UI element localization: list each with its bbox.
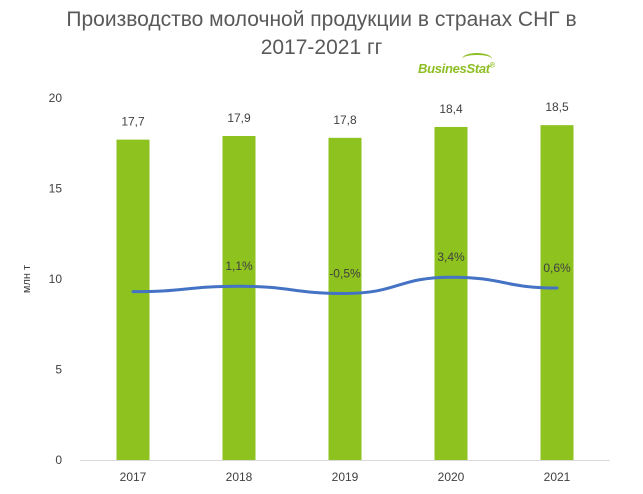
growth-data-label: -0,5% [329, 266, 361, 280]
growth-data-label: 1,1% [225, 259, 253, 273]
chart-title: Производство молочной продукции в страна… [0, 6, 643, 62]
bar-data-label: 18,5 [545, 100, 569, 114]
chart-title-line-2: 2017-2021 гг [260, 36, 383, 59]
axis-layer: 0 5 10 15 20 млн т 2017 2018 2019 2020 2021 [21, 91, 610, 484]
y-tick-label: 20 [49, 91, 63, 105]
bar-data-label: 18,4 [439, 102, 463, 116]
x-tick-label: 2021 [544, 470, 571, 484]
x-tick-label: 2020 [438, 470, 465, 484]
y-tick-label: 15 [49, 182, 63, 196]
bar-layer [116, 125, 574, 461]
bar [540, 125, 574, 461]
growth-data-label: 0,6% [543, 261, 571, 275]
x-tick-label: 2019 [332, 470, 359, 484]
bar [434, 126, 468, 461]
businesstat-logo: BusinesStat® [418, 53, 495, 76]
chart-title-line-1: Производство молочной продукции в страна… [66, 8, 577, 31]
bar-data-label: 17,9 [227, 111, 251, 125]
x-tick-label: 2018 [226, 470, 253, 484]
growth-data-label: 3,4% [437, 250, 465, 264]
bar-data-label: 17,7 [121, 115, 145, 129]
y-axis-label: млн т [21, 265, 33, 293]
x-tick-label: 2017 [120, 470, 147, 484]
logo-registered-mark: ® [489, 62, 495, 70]
bar [222, 136, 256, 460]
bar [328, 137, 362, 460]
y-tick-label: 0 [55, 453, 62, 467]
y-tick-label: 10 [49, 272, 63, 286]
bar-data-label: 17,8 [333, 113, 357, 127]
label-layer: 17,7 17,9 17,8 18,4 18,5 1,1% -0,5% 3,4% 0,6% [121, 100, 571, 280]
bar [116, 139, 150, 460]
logo-swoosh-icon [462, 53, 492, 65]
y-tick-label: 5 [55, 363, 62, 377]
line-layer [131, 275, 559, 295]
